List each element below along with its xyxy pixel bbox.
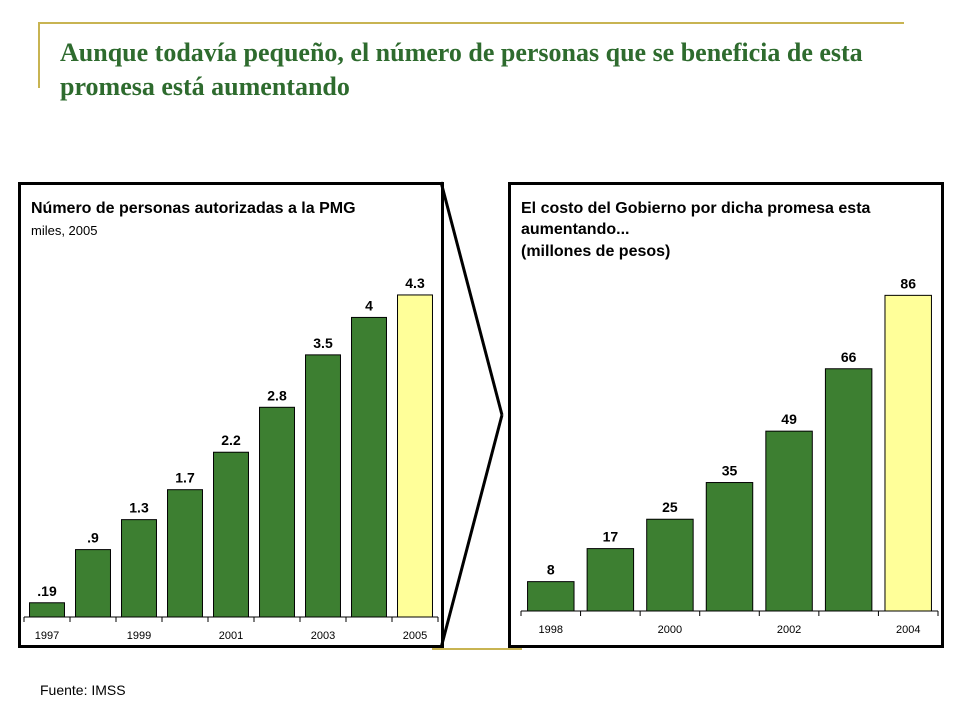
tick-label-1-0: 1998 xyxy=(539,624,563,636)
left-chart-title: Número de personas autorizadas a la PMG xyxy=(31,200,356,217)
data-label-1-6: 86 xyxy=(900,275,916,291)
tick-label-1-6: 2004 xyxy=(896,624,920,636)
data-label-0-3: 1.7 xyxy=(175,470,195,486)
bar-0-0 xyxy=(29,602,65,618)
bar-1-0 xyxy=(527,581,575,612)
data-label-0-7: 4 xyxy=(365,297,373,313)
data-label-0-6: 3.5 xyxy=(313,335,333,351)
data-label-0-8: 4.3 xyxy=(405,275,425,291)
right-bar-chart: 8 17 25 35 49 66 86 1998 2000 2002 2004 xyxy=(520,275,939,636)
tick-label-0-0: 1997 xyxy=(35,630,59,642)
bar-0-4 xyxy=(213,451,249,618)
tick-label-0-6: 2003 xyxy=(311,630,335,642)
data-label-0-2: 1.3 xyxy=(129,500,149,516)
bar-0-3 xyxy=(167,489,203,618)
tick-label-0-2: 1999 xyxy=(127,630,151,642)
bar-1-3 xyxy=(705,482,754,612)
bottom-rule xyxy=(432,648,522,650)
bar-1-2 xyxy=(646,518,694,612)
connector-line-top xyxy=(439,181,504,416)
bar-0-8 xyxy=(397,294,433,618)
left-rule xyxy=(38,22,40,88)
data-label-0-0: .19 xyxy=(37,583,57,599)
bar-1-4 xyxy=(765,430,813,612)
connector-arrow xyxy=(439,181,504,649)
data-label-1-0: 8 xyxy=(547,562,555,578)
data-label-1-2: 25 xyxy=(662,499,678,515)
bar-1-5 xyxy=(824,368,873,612)
data-label-1-4: 49 xyxy=(781,411,797,427)
chart-panel-right: El costo del Gobierno por dicha promesa … xyxy=(508,182,944,648)
slide-title: Aunque todavía pequeño, el número de per… xyxy=(60,38,863,101)
data-label-0-5: 2.8 xyxy=(267,387,287,403)
connector-line-bottom xyxy=(439,414,504,649)
data-label-0-4: 2.2 xyxy=(221,432,241,448)
bar-0-5 xyxy=(259,406,295,618)
top-rule xyxy=(40,22,904,24)
data-label-1-1: 17 xyxy=(603,529,619,545)
tick-label-0-4: 2001 xyxy=(219,630,243,642)
data-label-1-5: 66 xyxy=(841,349,857,365)
bar-0-7 xyxy=(351,316,387,618)
source-note: Fuente: IMSS xyxy=(40,682,126,698)
chart-panel-left: Número de personas autorizadas a la PMG … xyxy=(18,182,444,648)
right-chart-title: El costo del Gobierno por dicha promesa … xyxy=(521,200,871,238)
data-label-1-3: 35 xyxy=(722,463,738,479)
bar-0-2 xyxy=(121,519,157,618)
left-bar-chart: .19 .9 1.3 1.7 2.2 2.8 3.5 4 4.3 1997 1999 2001 2003… xyxy=(23,275,439,642)
bar-0-1 xyxy=(75,549,111,618)
left-chart-subtitle: miles, 2005 xyxy=(31,223,98,238)
tick-label-1-2: 2000 xyxy=(658,624,682,636)
bar-0-6 xyxy=(305,354,341,618)
right-chart-subtitle: (millones de pesos) xyxy=(521,243,671,260)
tick-label-0-8: 2005 xyxy=(403,630,427,642)
tick-label-1-4: 2002 xyxy=(777,624,801,636)
bar-1-6 xyxy=(884,294,932,612)
data-label-0-1: .9 xyxy=(87,530,99,546)
bar-1-1 xyxy=(586,548,635,612)
